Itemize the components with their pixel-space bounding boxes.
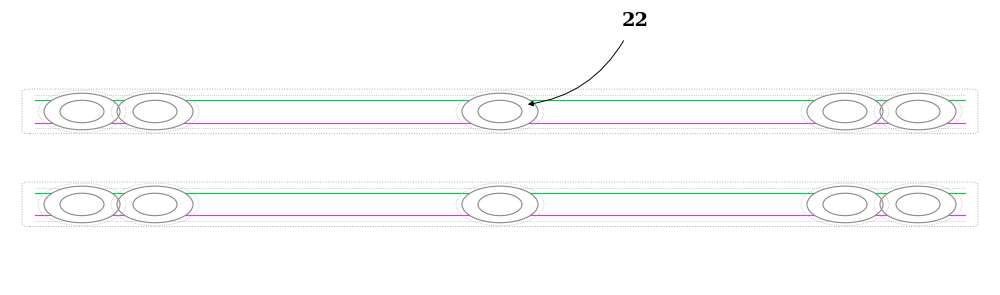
Ellipse shape <box>44 186 120 223</box>
Ellipse shape <box>880 186 956 223</box>
Ellipse shape <box>60 193 104 216</box>
Ellipse shape <box>117 93 193 130</box>
Ellipse shape <box>478 193 522 216</box>
Ellipse shape <box>462 186 538 223</box>
Ellipse shape <box>807 93 883 130</box>
FancyBboxPatch shape <box>22 182 978 227</box>
Ellipse shape <box>133 100 177 123</box>
Ellipse shape <box>896 193 940 216</box>
Ellipse shape <box>823 100 867 123</box>
Ellipse shape <box>60 100 104 123</box>
Ellipse shape <box>823 193 867 216</box>
Ellipse shape <box>478 100 522 123</box>
Ellipse shape <box>896 100 940 123</box>
Ellipse shape <box>117 186 193 223</box>
Ellipse shape <box>44 93 120 130</box>
Ellipse shape <box>462 93 538 130</box>
Ellipse shape <box>807 186 883 223</box>
Ellipse shape <box>133 193 177 216</box>
Ellipse shape <box>880 93 956 130</box>
FancyBboxPatch shape <box>22 89 978 134</box>
Text: 22: 22 <box>622 12 648 30</box>
